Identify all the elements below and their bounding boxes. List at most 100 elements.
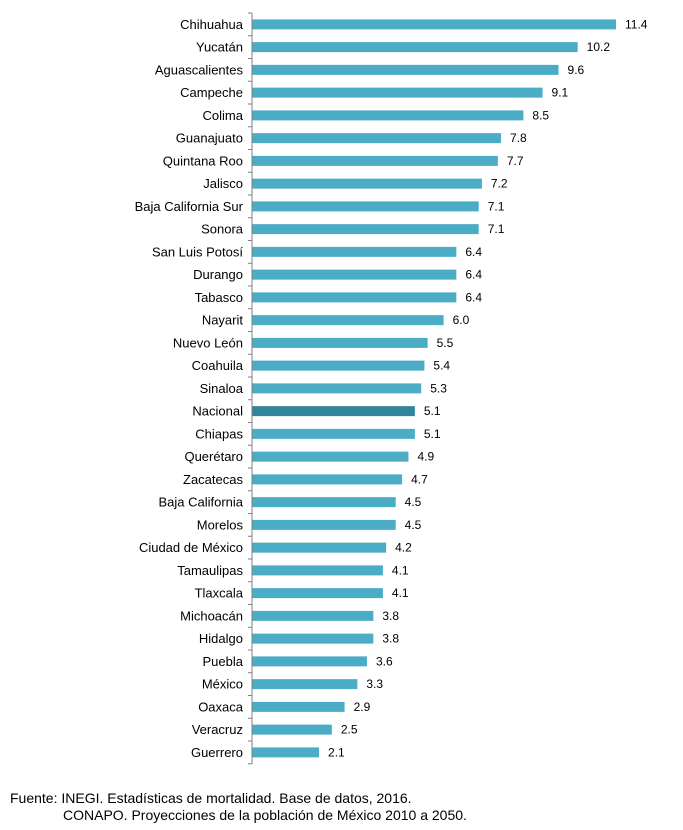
- value-label-32: 2.1: [328, 745, 345, 759]
- bar-13: [252, 315, 444, 326]
- value-label-3: 9.1: [552, 86, 569, 100]
- value-label-29: 3.3: [366, 677, 383, 691]
- bar-32: [252, 747, 320, 758]
- category-label-3: Campeche: [180, 85, 243, 100]
- category-label-17: Nacional: [192, 404, 243, 419]
- value-label-5: 7.8: [510, 131, 527, 145]
- category-label-0: Chihuahua: [180, 17, 244, 32]
- bar-18: [252, 428, 415, 439]
- category-label-31: Veracruz: [192, 722, 243, 737]
- bar-19: [252, 451, 409, 462]
- bar-29: [252, 679, 358, 690]
- category-label-21: Baja California: [158, 495, 243, 510]
- bar-28: [252, 656, 367, 667]
- value-label-1: 10.2: [587, 40, 611, 54]
- bar-26: [252, 610, 374, 621]
- value-label-19: 4.9: [417, 450, 434, 464]
- category-label-19: Querétaro: [184, 449, 243, 464]
- value-label-12: 6.4: [465, 290, 482, 304]
- bar-11: [252, 269, 457, 280]
- category-label-7: Jalisco: [203, 176, 243, 191]
- value-label-28: 3.6: [376, 654, 393, 668]
- category-label-29: México: [202, 677, 243, 692]
- value-label-10: 6.4: [465, 245, 482, 259]
- category-label-24: Tamaulipas: [177, 563, 243, 578]
- value-label-25: 4.1: [392, 586, 409, 600]
- bar-20: [252, 474, 403, 485]
- source-note-line-2: CONAPO. Proyecciones de la población de …: [63, 807, 467, 823]
- category-label-14: Nuevo León: [173, 335, 243, 350]
- bar-0: [252, 19, 616, 30]
- value-label-7: 7.2: [491, 177, 508, 191]
- category-label-15: Coahuila: [192, 358, 244, 373]
- value-label-16: 5.3: [430, 381, 447, 395]
- bar-21: [252, 497, 396, 508]
- bar-7: [252, 178, 482, 189]
- value-label-17: 5.1: [424, 404, 441, 418]
- category-label-11: Durango: [193, 267, 243, 282]
- bar-14: [252, 337, 428, 348]
- bar-9: [252, 224, 479, 235]
- value-label-8: 7.1: [488, 199, 505, 213]
- category-label-25: Tlaxcala: [195, 586, 244, 601]
- category-label-10: San Luis Potosí: [152, 244, 243, 259]
- bar-12: [252, 292, 457, 303]
- value-label-31: 2.5: [341, 723, 358, 737]
- bar-16: [252, 383, 422, 394]
- bar-3: [252, 87, 543, 98]
- bar-1: [252, 42, 578, 53]
- bar-27: [252, 633, 374, 644]
- category-label-28: Puebla: [203, 654, 244, 669]
- category-label-26: Michoacán: [180, 608, 243, 623]
- value-label-0: 11.4: [625, 17, 648, 31]
- category-label-5: Guanajuato: [176, 131, 243, 146]
- source-note-line-1: Fuente: INEGI. Estadísticas de mortalida…: [10, 790, 412, 806]
- bar-chart: Chihuahua 11.4 Yucatán 10.2 Aguascalientes 9.…: [135, 12, 648, 765]
- value-label-6: 7.7: [507, 154, 524, 168]
- category-label-30: Oaxaca: [198, 699, 244, 714]
- bar-23: [252, 542, 387, 553]
- value-label-22: 4.5: [405, 518, 422, 532]
- bar-22: [252, 519, 396, 530]
- value-label-2: 9.6: [568, 63, 585, 77]
- value-label-24: 4.1: [392, 563, 409, 577]
- value-label-18: 5.1: [424, 427, 441, 441]
- category-label-2: Aguascalientes: [155, 62, 244, 77]
- bar-4: [252, 110, 524, 121]
- category-label-18: Chiapas: [195, 426, 243, 441]
- bar-30: [252, 701, 345, 712]
- category-label-4: Colima: [203, 108, 244, 123]
- bar-15: [252, 360, 425, 371]
- category-label-6: Quintana Roo: [163, 153, 243, 168]
- value-label-21: 4.5: [405, 495, 422, 509]
- category-label-9: Sonora: [201, 222, 244, 237]
- value-label-30: 2.9: [354, 700, 371, 714]
- value-label-11: 6.4: [465, 268, 482, 282]
- category-label-8: Baja California Sur: [135, 199, 244, 214]
- value-label-26: 3.8: [382, 609, 399, 623]
- value-label-9: 7.1: [488, 222, 505, 236]
- value-label-13: 6.0: [453, 313, 470, 327]
- bar-31: [252, 724, 332, 735]
- value-label-23: 4.2: [395, 541, 412, 555]
- value-label-20: 4.7: [411, 472, 428, 486]
- value-label-4: 8.5: [532, 108, 549, 122]
- bar-25: [252, 588, 383, 599]
- value-label-15: 5.4: [433, 359, 450, 373]
- bar-2: [252, 64, 559, 75]
- value-label-27: 3.8: [382, 632, 399, 646]
- bar-17: [252, 406, 415, 417]
- category-label-20: Zacatecas: [183, 472, 243, 487]
- category-label-22: Morelos: [197, 517, 244, 532]
- category-label-13: Nayarit: [202, 313, 244, 328]
- bar-5: [252, 133, 502, 144]
- bar-8: [252, 201, 479, 212]
- bar-24: [252, 565, 383, 576]
- category-label-1: Yucatán: [196, 40, 243, 55]
- category-label-12: Tabasco: [195, 290, 243, 305]
- category-label-23: Ciudad de México: [139, 540, 243, 555]
- category-label-32: Guerrero: [191, 745, 243, 760]
- category-label-27: Hidalgo: [199, 631, 243, 646]
- bar-6: [252, 155, 498, 166]
- bar-10: [252, 246, 457, 257]
